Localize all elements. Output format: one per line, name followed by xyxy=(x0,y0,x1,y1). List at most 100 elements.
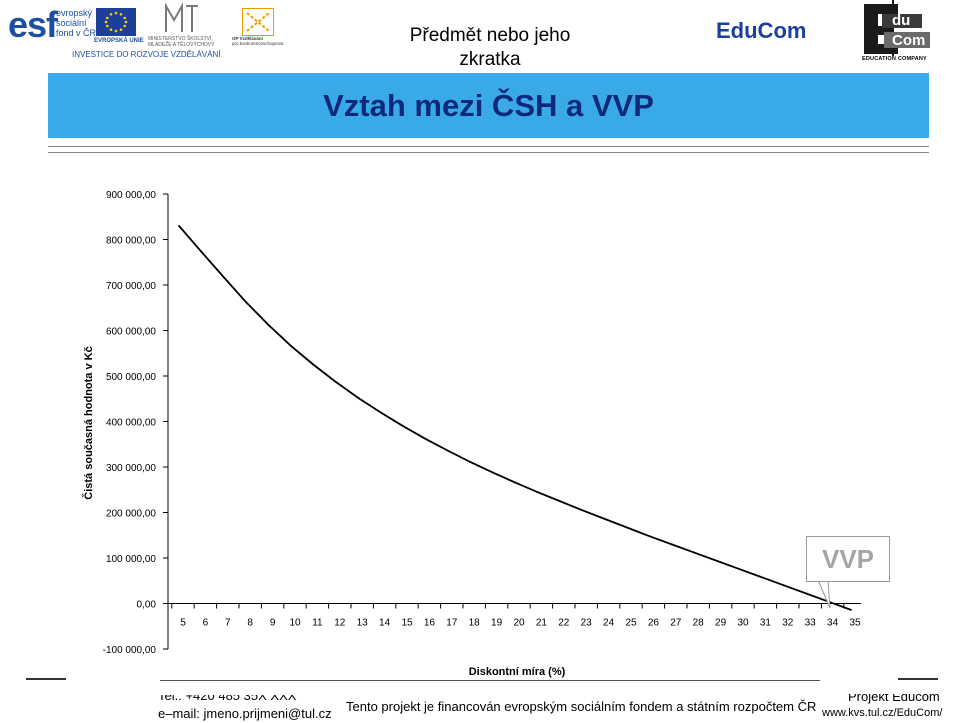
npv-data-point xyxy=(446,449,449,452)
vvp-callout: VVP xyxy=(806,536,890,582)
logo-text-top: du xyxy=(892,12,911,29)
title-divider xyxy=(48,146,929,153)
op-line-2: pro konkurenceschopnost xyxy=(232,41,284,46)
x-tick-label: 11 xyxy=(312,618,323,629)
x-tick-label: 24 xyxy=(603,618,615,629)
y-axis-title: Čistá současná hodnota v Kč xyxy=(82,346,95,499)
npv-data-point xyxy=(402,425,404,427)
msmt-caption: MINISTERSTVO ŠKOLSTVÍ, MLÁDEŽE A TĚLOVÝC… xyxy=(148,36,215,48)
npv-data-point xyxy=(222,276,225,279)
x-tick-label: 16 xyxy=(424,618,436,629)
npv-data-point xyxy=(491,471,494,474)
msmt-logo-icon xyxy=(164,2,202,36)
x-tick-label: 31 xyxy=(760,618,772,629)
y-tick-label: 200 000,00 xyxy=(106,509,156,520)
x-tick-label: 9 xyxy=(270,618,276,629)
series-group xyxy=(178,224,852,611)
footer-email[interactable]: e–mail: jmeno.prijmeni@tul.cz xyxy=(158,706,332,721)
esf-logo: esf xyxy=(8,4,58,46)
npv-data-point xyxy=(648,535,651,538)
y-axis-title-group: Čistá současná hodnota v Kč xyxy=(82,346,95,499)
x-axis: 5 6 7 8 9 10 11 12 13 14 15 16 17 18 19 20 21 22 23 24 25 26 2… xyxy=(168,603,861,629)
esf-line-1: evropský xyxy=(56,8,93,18)
x-axis-title: Diskontní míra (%) xyxy=(469,666,566,678)
slide-title: Vztah mezi ČSH a VVP xyxy=(323,87,654,123)
npv-chart: Čistá současná hodnota v Kč Diskontní mí… xyxy=(82,190,861,678)
npv-data-point xyxy=(379,411,382,414)
y-tick-label: 400 000,00 xyxy=(106,418,156,429)
y-tick-label: 300 000,00 xyxy=(106,463,156,474)
x-tick-label: 19 xyxy=(491,618,503,629)
y-tick-label: 600 000,00 xyxy=(106,327,156,338)
footer-url[interactable]: www.kvs.tul.cz/EduCom/ xyxy=(822,707,943,719)
y-tick-label: 500 000,00 xyxy=(106,372,156,383)
y-tick-label: 0,00 xyxy=(137,600,157,611)
op-line-1: OP Vzdělávání xyxy=(232,36,263,41)
footer-phone: Tel.: +420 485 35X XXX xyxy=(158,688,297,703)
npv-data-point xyxy=(200,250,203,253)
x-tick-label: 17 xyxy=(446,618,458,629)
footer-rule xyxy=(160,680,820,681)
x-tick-label: 6 xyxy=(203,618,209,629)
x-tick-label: 7 xyxy=(225,618,231,629)
npv-data-point xyxy=(245,301,248,304)
npv-series-line xyxy=(178,225,852,611)
npv-data-point xyxy=(850,608,852,611)
x-tick-label: 15 xyxy=(401,618,413,629)
npv-data-point xyxy=(424,437,427,440)
y-axis: 900 000,00 800 000,00 700 000,00 600 000,00… xyxy=(103,190,169,656)
x-tick-label: 25 xyxy=(625,618,637,629)
title-banner: Vztah mezi ČSH a VVP xyxy=(48,73,929,138)
eu-label: EVROPSKÁ UNIE xyxy=(94,38,144,44)
npv-data-point xyxy=(178,224,180,227)
npv-data-point xyxy=(514,481,516,484)
msmt-line-2: MLÁDEŽE A TĚLOVÝCHOVY xyxy=(148,42,215,48)
footer-rule-left xyxy=(26,678,66,680)
x-tick-label: 23 xyxy=(581,618,593,629)
y-tick-label: 800 000,00 xyxy=(106,236,156,247)
footer-project: Projekt Educom xyxy=(848,689,940,704)
x-tick-label: 10 xyxy=(289,618,301,629)
x-tick-label: 26 xyxy=(648,618,660,629)
npv-data-point xyxy=(715,559,718,562)
npv-data-point xyxy=(782,584,785,587)
x-tick-label: 27 xyxy=(670,618,682,629)
x-tick-label: 30 xyxy=(737,618,749,629)
npv-data-point xyxy=(469,461,472,463)
callout-pointer-icon xyxy=(817,580,831,609)
npv-data-point xyxy=(738,568,740,570)
x-tick-label: 28 xyxy=(693,618,705,629)
x-tick-label: 5 xyxy=(180,618,186,629)
npv-data-point xyxy=(805,592,808,595)
logo-text-bottom: Com xyxy=(892,32,926,49)
x-tick-label: 8 xyxy=(247,618,253,629)
x-tick-label: 18 xyxy=(469,618,481,629)
x-tick-label: 33 xyxy=(805,618,817,629)
esf-line-2: sociální xyxy=(56,18,87,28)
esf-caption: evropský sociální fond v ČR xyxy=(56,8,96,38)
esf-line-3: fond v ČR xyxy=(56,28,97,38)
op-logo-icon xyxy=(242,8,274,36)
x-tick-label: 20 xyxy=(513,618,525,629)
npv-data-point xyxy=(357,396,360,399)
x-tick-label: 35 xyxy=(849,618,861,629)
invest-text: INVESTICE DO ROZVOJE VZDĚLÁVÁNÍ xyxy=(72,50,221,59)
npv-data-point xyxy=(290,345,292,347)
npv-data-point xyxy=(536,491,539,493)
x-tick-label: 21 xyxy=(536,618,548,629)
x-tick-label: 12 xyxy=(334,618,346,629)
x-tick-label: 13 xyxy=(357,618,369,629)
esf-logo-text: esf xyxy=(8,4,58,45)
npv-data-point xyxy=(267,324,270,326)
brand-title: EduCom xyxy=(716,18,807,43)
msmt-line-1: MINISTERSTVO ŠKOLSTVÍ, xyxy=(148,36,213,42)
npv-data-point xyxy=(603,517,606,520)
logo-subtitle: EDUCATION COMPANY xyxy=(862,56,927,62)
y-tick-label: 100 000,00 xyxy=(106,554,156,565)
x-tick-label: 14 xyxy=(379,618,391,629)
footer-funding: Tento projekt je financován evropským so… xyxy=(346,699,817,714)
vvp-callout-label: VVP xyxy=(821,543,875,574)
op-caption: OP Vzdělávání pro konkurenceschopnost xyxy=(232,36,284,46)
educom-logo-icon: du Com xyxy=(864,0,932,56)
y-tick-label: 900 000,00 xyxy=(106,190,156,201)
